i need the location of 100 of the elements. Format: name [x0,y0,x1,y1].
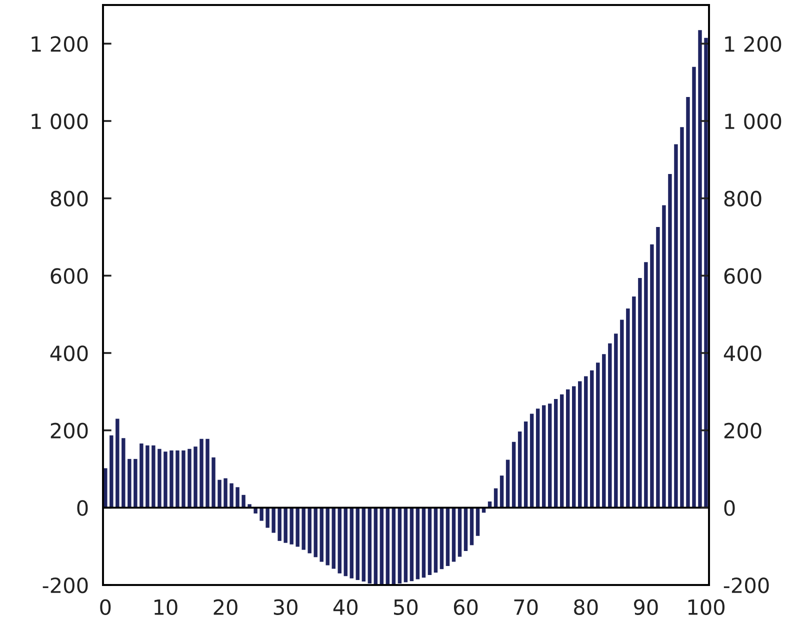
bar [614,334,618,508]
bar [320,508,324,562]
bar [284,508,288,543]
bar [152,445,156,508]
bar [440,508,444,570]
y-tick-label: 1 200 [32,36,88,52]
bar [110,435,114,508]
y2-tick-label: 400 [724,345,762,362]
bar [392,508,396,584]
bar [704,38,708,508]
x-tick-label: 100 [688,599,724,616]
x-tick-label: 40 [333,599,358,616]
bar [194,446,198,508]
bar [458,508,462,557]
bar [212,457,216,508]
y2-tick-label: 800 [724,190,762,207]
y2-tick-label: 1 000 [725,113,782,130]
bar [554,399,558,508]
bar [434,508,438,573]
bar [314,508,318,558]
bar [668,174,672,508]
x-tick-label: 20 [214,599,238,616]
x-tick-label: 70 [514,599,538,616]
y-tick-label: 600 [50,268,88,284]
bar [380,508,384,584]
bar [188,448,192,508]
bar [530,414,534,508]
bar [596,362,600,508]
bar [416,508,420,580]
y-tick-label: 800 [50,190,88,207]
y-tick-label: 200 [50,422,88,439]
y2-tick-label: 600 [724,268,762,284]
bar [290,508,294,544]
y2-tick-label: 0 [724,500,735,516]
bar [338,508,342,574]
bar [146,445,150,508]
bar [686,97,690,508]
bar [584,376,588,508]
bar [134,458,138,508]
y2-tick-label: 200 [724,422,762,439]
bar [680,127,684,508]
bar [626,308,630,508]
y-tick-label: -200 [42,577,88,594]
bar [548,404,552,508]
bar [698,30,702,508]
bar [116,418,120,508]
bar [536,408,540,508]
bar [266,508,270,528]
bar [182,450,186,508]
bar [650,244,654,508]
y2-tick-label: -200 [724,577,769,594]
bar [494,488,498,508]
x-tick-label: 90 [634,599,658,616]
x-tick-label: 10 [154,599,178,616]
bar [500,476,504,508]
x-tick-label: 80 [574,599,598,616]
bar [278,508,282,541]
bar [560,394,564,508]
x-tick-label: 50 [394,599,418,616]
bar [542,405,546,508]
bar [656,226,660,508]
y-tick-label: 400 [50,345,88,362]
bar [386,508,390,584]
bar [308,508,312,554]
bar [572,386,576,508]
bar [566,389,570,508]
bar [470,508,474,546]
bar [332,508,336,569]
bar [590,370,594,508]
bar [410,508,414,582]
bar [632,296,636,508]
bar [272,508,276,533]
bar [644,262,648,508]
bar [602,354,606,508]
bar [122,438,126,508]
bar [362,508,366,582]
bar [206,438,210,508]
bar [422,508,426,578]
bar [200,438,204,508]
bar [374,508,378,584]
bar [350,508,354,578]
bar [464,508,468,551]
bar [638,278,642,508]
bar [140,443,144,508]
y2-tick-label: 1 200 [725,36,782,52]
bar [104,468,108,508]
x-tick-label: 60 [454,599,478,616]
bar [224,478,228,508]
bar [218,480,222,508]
bar [692,66,696,508]
bar [302,508,306,550]
bar [518,431,522,508]
x-tick-label: 0 [100,599,111,616]
bar [242,494,246,508]
bar [674,144,678,508]
bar [512,442,516,508]
y-tick-label: 1 000 [32,113,88,130]
bar [398,508,402,584]
bar [344,508,348,576]
bar [428,508,432,575]
